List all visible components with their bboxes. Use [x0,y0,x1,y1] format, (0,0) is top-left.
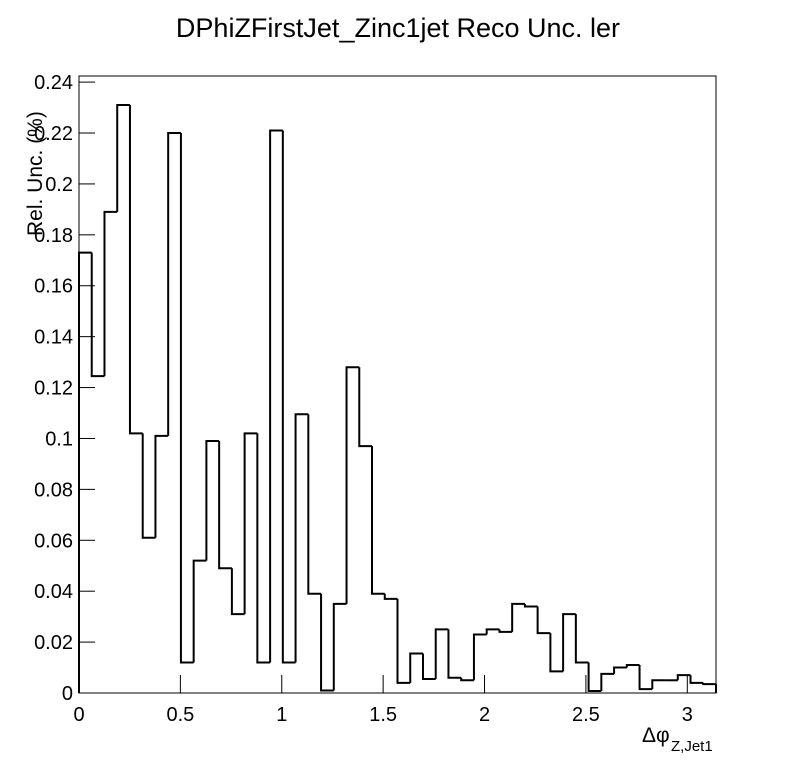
x-tick-label: 0 [73,704,84,726]
x-tick-label: 2 [479,704,490,726]
histogram-bin [625,664,640,668]
y-axis-label: Rel. Unc. (%) [24,111,47,236]
histogram-bin [587,662,602,692]
histogram-bin [256,433,271,664]
x-tick-label: 1 [276,704,287,726]
x-axis-label: Δφ [642,724,670,747]
y-tick-label: 0.04 [34,581,73,603]
histogram-bin [447,629,462,679]
histogram-bin [205,440,220,561]
histogram-bin [638,665,653,691]
histogram-bin [281,130,296,664]
x-tick-label: 3 [682,704,693,726]
histogram-bin [549,633,564,673]
histogram-bin [536,606,551,635]
histogram-bin [523,603,538,608]
histogram-bin [116,104,130,212]
histogram-bin [103,210,118,377]
x-tick-label: 0.5 [166,704,194,726]
histogram-bin [320,593,334,692]
histogram-bin [179,133,194,664]
histogram-bin [167,132,181,436]
histogram-bin [600,672,615,691]
histogram-bin [651,679,666,690]
x-tick-label: 2.5 [572,704,600,726]
histogram-bin [192,559,207,663]
histogram-bin [676,674,691,681]
histogram-bin [689,675,704,684]
y-tick-label: 0.14 [34,327,73,349]
histogram-bin [574,614,589,664]
y-tick-label: 0.24 [34,72,73,94]
histogram-bin [434,628,449,679]
histogram-bin [128,105,143,435]
y-tick-label: 0.02 [34,632,73,654]
histogram-bin [294,413,309,663]
histogram-bin [613,666,627,674]
histogram-bin [702,682,716,686]
y-tick-label: 0.2 [45,174,73,196]
histogram-bin [243,432,258,615]
histogram-bin [154,434,169,538]
histogram-bin [78,251,92,693]
histogram-bin [472,633,487,681]
histogram-bin [460,677,474,682]
histogram-bin [511,602,525,632]
x-axis-label-sub: Z,Jet1 [671,738,713,755]
histogram-bin [230,568,245,616]
x-tick-label: 1.5 [369,704,397,726]
histogram-bin [332,602,347,691]
histogram-bin [421,653,436,680]
histogram-bin [307,414,322,595]
histogram-bin [383,593,398,600]
histogram-bin [269,129,283,663]
histogram-bin [141,433,156,539]
y-tick-label: 0 [62,683,73,705]
histogram-bin [218,441,232,570]
histogram-bin [90,252,105,378]
y-tick-label: 0.22 [34,123,73,145]
histogram-bin [371,446,385,595]
histogram-bin [358,367,373,448]
y-tick-label: 0.12 [34,378,73,400]
y-tick-label: 0.16 [34,276,73,298]
y-tick-label: 0.06 [34,530,73,552]
histogram-bin [498,629,513,633]
chart-title: DPhiZFirstJet_Zinc1jet Reco Unc. ler [176,13,620,43]
y-tick-label: 0.08 [34,479,73,501]
histogram-bin [562,613,576,672]
histogram-bin [396,598,411,684]
y-tick-label: 0.18 [34,225,73,247]
histogram-bin [409,652,423,683]
histogram-bin [345,366,360,604]
y-tick-label: 0.1 [45,428,73,450]
histogram-bin [485,628,500,635]
